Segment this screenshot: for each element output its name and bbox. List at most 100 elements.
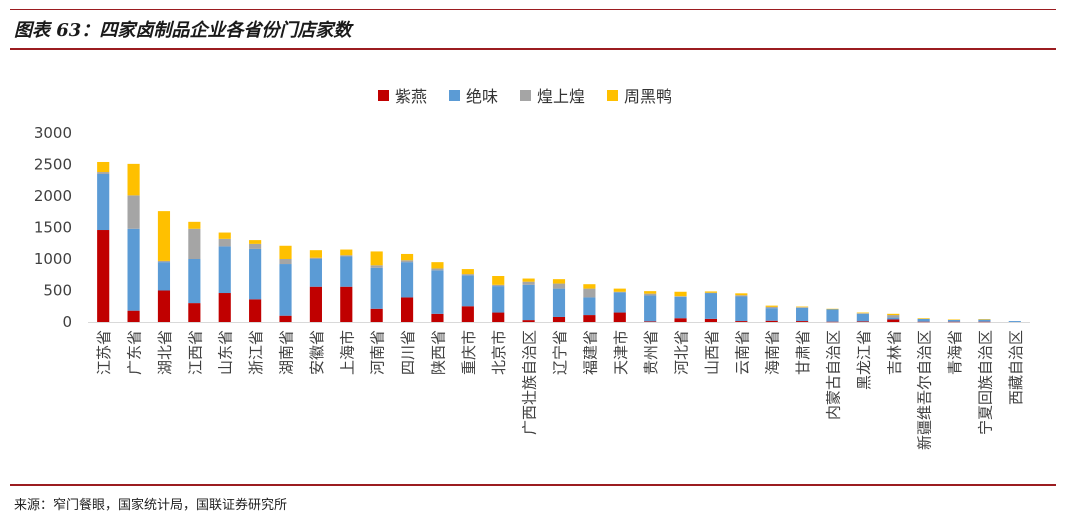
bar-segment-juewei [461,275,474,307]
bar-segment-huangshanghuang [188,228,201,259]
bar-segment-huangshanghuang [704,292,718,294]
bar-segment-huangshanghuang [157,260,171,263]
x-category-label: 吉林省 [885,330,903,375]
bar-segment-huangshanghuang [461,274,474,276]
bar-segment-juewei [400,262,414,298]
bar-segment-juewei [887,317,900,320]
bar-segment-zhouheiya [218,232,231,239]
legend-item-juewei: 绝味 [449,83,498,107]
bar-segment-ziyan [947,321,961,323]
bar-segment-zhouheiya [583,284,596,289]
x-category-label: 新疆维吾尔自治区 [916,330,934,450]
x-category-label: 海南省 [764,330,782,375]
bar-segment-huangshanghuang [370,265,383,268]
legend-label-ziyan: 紫燕 [395,87,428,106]
bar-segment-juewei [431,270,444,314]
bar-segment-huangshanghuang [431,268,444,271]
bar-segment-ziyan [127,310,140,322]
bar-segment-huangshanghuang [765,306,778,309]
bar-segment-ziyan [583,315,596,322]
bar-segment-huangshanghuang [644,293,657,296]
bar-segment-ziyan [400,297,414,322]
x-category-label: 天津市 [612,330,630,375]
footer-rule [10,484,1056,486]
x-category-label: 河南省 [369,330,387,375]
x-category-label: 北京市 [490,330,508,375]
bar-segment-zhouheiya [309,250,322,258]
x-category-label: 山东省 [217,330,235,375]
bar-segment-juewei [522,284,535,321]
legend-swatch-juewei [449,89,461,101]
x-category-label: 黑龙江省 [855,330,873,390]
bar-segment-zhouheiya [188,221,201,229]
bar-segment-juewei [856,313,869,322]
stacked-bar-chart: 0 500 1000 1500 2000 2500 3000 江苏省 广东省 湖北省 江西省 山东省浙… [34,124,1030,450]
bar-segment-juewei [917,318,930,322]
legend-swatch-ziyan [378,89,389,101]
x-category-label: 重庆市 [460,330,478,375]
bar-segment-juewei [765,308,778,321]
bar-segment-ziyan [887,319,900,322]
bar-segment-zhouheiya [522,278,535,282]
bar-segment-zhouheiya [765,305,778,307]
bar-segment-huangshanghuang [796,307,809,308]
bar-segment-huangshanghuang [249,243,262,249]
legend-label-huangshanghuang: 煌上煌 [537,87,586,106]
bar-segment-juewei [1008,321,1021,322]
bar-segment-ziyan [644,321,657,322]
bar-segment-juewei [583,297,596,316]
bar-segment-ziyan [552,316,566,322]
bar-segment-juewei [552,288,566,317]
x-category-label: 安徽省 [308,330,326,375]
bar-segment-juewei [370,267,383,309]
x-category-label: 广西壮族自治区 [521,330,539,435]
x-category-label: 内蒙古自治区 [824,330,842,420]
bar-segment-juewei [309,259,322,287]
bar-segment-zhouheiya [340,249,353,256]
bar-segment-ziyan [340,286,353,322]
bar-segment-zhouheiya [856,312,869,314]
x-category-label: 湖北省 [156,330,174,375]
bar-segment-zhouheiya [431,262,444,269]
bar-segment-ziyan [674,318,687,322]
bar-segment-ziyan [97,230,110,322]
bar-segment-huangshanghuang [279,259,292,265]
bar-segment-ziyan [765,320,778,322]
x-category-label: 青海省 [946,330,964,375]
x-category-label: 河北省 [673,330,691,375]
bar-segment-zhouheiya [674,291,687,297]
bar-segment-zhouheiya [127,163,140,196]
bar-segment-juewei [218,246,231,294]
bar-segment-huangshanghuang [309,257,322,259]
x-category-label: 湖南省 [278,330,296,375]
bar-segment-ziyan [370,308,383,322]
bar-segment-huangshanghuang [856,313,869,314]
bar-segment-ziyan [735,321,748,322]
legend-swatch-zhouheiya [607,89,619,101]
bar-segment-huangshanghuang [552,283,566,289]
legend-label-zhouheiya: 周黑鸭 [624,87,673,106]
bar-segment-ziyan [522,320,535,322]
bar-segment-juewei [127,228,140,311]
bar-segment-huangshanghuang [735,295,748,297]
bar-segment-ziyan [188,303,201,322]
bar-segment-ziyan [461,306,474,322]
header-rule-bottom [10,48,1056,50]
bar-segment-zhouheiya [492,276,505,285]
y-tick-label: 3000 [34,124,72,142]
bar-segment-juewei [249,248,262,300]
bar-segment-ziyan [796,321,809,322]
bar-segment-juewei [613,292,626,313]
x-category-label: 四川省 [399,330,417,375]
x-category-label: 云南省 [733,330,751,375]
bar-segment-juewei [157,262,171,291]
bar-segment-juewei [826,309,839,322]
bar-segment-zhouheiya [735,293,748,296]
bar-segment-ziyan [613,312,626,322]
bar-segment-ziyan [309,286,322,322]
bar-segment-huangshanghuang [127,195,140,229]
x-category-label: 西藏自治区 [1007,330,1025,405]
x-category-label: 广东省 [126,330,144,375]
bar-segment-juewei [644,295,657,322]
x-category-label: 江西省 [186,330,204,375]
